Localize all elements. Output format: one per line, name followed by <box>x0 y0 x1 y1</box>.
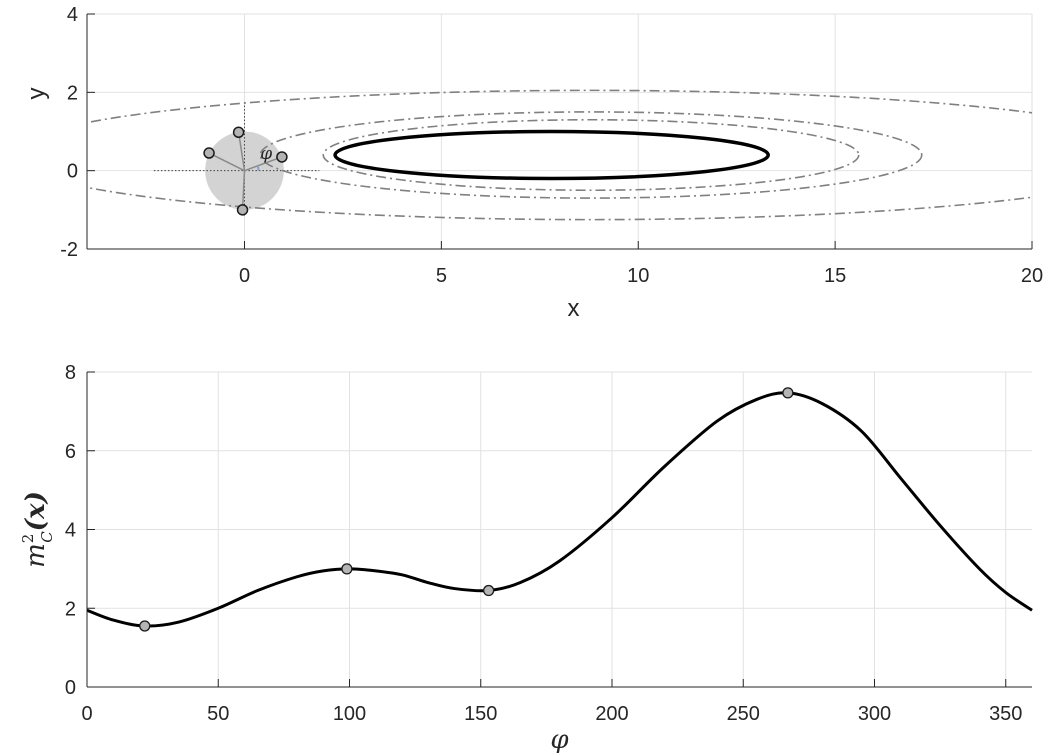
angle-label: φ <box>260 144 272 164</box>
x-tick-label: 300 <box>858 703 891 725</box>
x-axis-label: x <box>568 295 580 322</box>
y-tick-label: 0 <box>67 161 78 183</box>
y-tick-label: 4 <box>65 520 76 542</box>
y-tick-label: 6 <box>65 441 76 463</box>
dashdot-ellipse <box>87 89 1032 221</box>
x-tick-label: 200 <box>595 703 628 725</box>
y-tick-label: 0 <box>65 677 76 699</box>
y-label-subscript: C <box>38 531 56 543</box>
y-tick-label: 8 <box>65 362 76 384</box>
x-axis-label: φ <box>550 725 569 753</box>
x-tick-label: 50 <box>207 703 229 725</box>
y-label-argument: (x) <box>21 491 51 531</box>
x-tick-label: 250 <box>727 703 760 725</box>
x-tick-label: 100 <box>333 703 366 725</box>
spoke-line <box>241 170 246 210</box>
top-plot: φ 0 5 10 15 20 -2 0 2 4 x y <box>23 4 1043 322</box>
plot-content: φ <box>87 89 1032 221</box>
x-tick-label: 20 <box>1021 265 1043 287</box>
x-tick-label: 0 <box>239 265 250 287</box>
x-tick-label: 0 <box>81 703 92 725</box>
series-line <box>86 391 1033 628</box>
x-tick-label: 5 <box>436 265 447 287</box>
spoke-line <box>244 156 283 172</box>
y-tick-label: 2 <box>65 598 76 620</box>
sample-point <box>276 151 288 163</box>
solid-ellipse <box>333 129 770 181</box>
y-label-superscript: 2 <box>19 534 37 544</box>
sample-point <box>203 147 215 159</box>
dashdot-ellipse <box>259 111 923 199</box>
spoke-line <box>208 152 245 172</box>
y-axis-label: m2C(x) <box>19 491 56 568</box>
dashdot-ellipse <box>322 118 860 192</box>
extremum-marker <box>341 563 353 575</box>
sample-point <box>236 204 249 216</box>
y-label-base: m <box>21 543 51 568</box>
x-tick-label: 10 <box>627 265 649 287</box>
x-tick-label: 15 <box>824 265 846 287</box>
y-tick-label: 4 <box>67 4 78 26</box>
extremum-marker <box>139 620 151 632</box>
sample-point <box>232 126 245 139</box>
extremum-marker <box>782 387 794 399</box>
y-tick-label: 2 <box>67 82 78 104</box>
y-axis-label: y <box>23 88 50 100</box>
extremum-marker <box>482 584 495 597</box>
x-tick-label: 150 <box>464 703 497 725</box>
angle-arc <box>256 165 260 171</box>
y-tick-label: -2 <box>60 239 78 261</box>
x-tick-label: 350 <box>989 703 1022 725</box>
spoke-line <box>237 132 246 171</box>
